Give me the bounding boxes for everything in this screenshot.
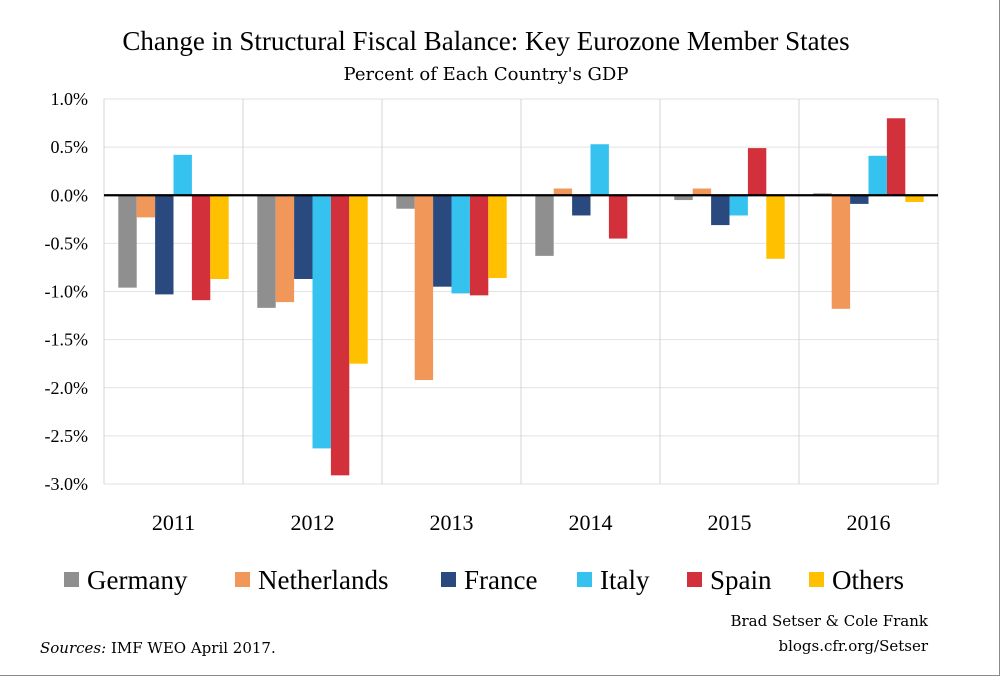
x-tick-label: 2012	[291, 510, 335, 535]
sources-text: IMF WEO April 2017.	[106, 639, 276, 657]
bar-netherlands-2011	[136, 195, 156, 218]
bar-germany-2012	[257, 195, 276, 308]
bar-others-2013	[488, 195, 507, 279]
legend-label-germany: Germany	[87, 565, 188, 595]
bar-spain-2013	[469, 195, 489, 296]
sources-note: Sources: IMF WEO April 2017.	[40, 639, 276, 657]
bar-germany-2011	[118, 195, 137, 288]
bar-netherlands-2016	[831, 195, 851, 309]
bar-others-2011	[210, 195, 229, 279]
gridlines	[103, 98, 939, 485]
y-tick-label: 0.5%	[51, 137, 89, 157]
x-tick-label: 2015	[708, 510, 752, 535]
y-tick-label: 0.0%	[51, 185, 89, 205]
x-tick-label: 2013	[430, 510, 474, 535]
bar-france-2012	[294, 195, 313, 279]
bar-germany-2013	[396, 195, 415, 209]
legend-label-spain: Spain	[710, 565, 772, 595]
legend-label-others: Others	[832, 565, 904, 595]
bar-france-2011	[155, 195, 174, 295]
y-tick-label: -1.0%	[45, 282, 89, 302]
legend-label-italy: Italy	[600, 565, 650, 595]
bar-others-2015	[766, 195, 785, 259]
bar-spain-2016	[886, 118, 906, 196]
y-axis: 1.0% 0.5% 0.0% -0.5% -1.0% -1.5% -2.0% -2.5% -3.…	[45, 89, 89, 494]
bar-group	[118, 118, 924, 476]
bar-italy-2014	[590, 144, 609, 196]
y-tick-label: -0.5%	[45, 233, 89, 253]
bar-netherlands-2015	[692, 188, 712, 196]
legend-swatch-germany	[64, 572, 79, 587]
bar-italy-2011	[173, 154, 192, 196]
legend-swatch-italy	[577, 572, 592, 587]
credits-site: blogs.cfr.org/Setser	[778, 637, 928, 655]
bar-italy-2013	[451, 195, 470, 294]
legend: Germany Netherlands France Italy Spain Others	[64, 565, 904, 595]
bar-others-2016	[905, 195, 924, 202]
y-tick-label: 1.0%	[51, 89, 89, 109]
chart-subtitle: Percent of Each Country's GDP	[344, 64, 629, 85]
legend-label-france: France	[464, 565, 537, 595]
bar-spain-2012	[330, 195, 350, 476]
bar-france-2016	[850, 195, 869, 204]
y-tick-label: -2.0%	[45, 378, 89, 398]
bar-france-2014	[572, 195, 591, 216]
bar-spain-2014	[608, 195, 628, 239]
bar-germany-2014	[535, 195, 554, 256]
chart-title: Change in Structural Fiscal Balance: Key…	[122, 26, 849, 56]
credits-authors: Brad Setser & Cole Frank	[730, 612, 928, 630]
bar-netherlands-2014	[553, 188, 573, 196]
bar-netherlands-2013	[414, 195, 434, 381]
sources-label: Sources:	[40, 639, 106, 657]
legend-swatch-others	[809, 572, 824, 587]
legend-swatch-france	[441, 572, 456, 587]
bar-spain-2011	[191, 195, 211, 301]
y-tick-label: -2.5%	[45, 426, 89, 446]
legend-swatch-spain	[687, 572, 702, 587]
bar-germany-2015	[674, 195, 693, 201]
bar-spain-2015	[747, 148, 767, 196]
bar-italy-2015	[729, 195, 748, 216]
x-axis: 2011 2012 2013 2014 2015 2016	[152, 510, 891, 535]
legend-swatch-netherlands	[235, 572, 250, 587]
y-tick-label: -1.5%	[45, 330, 89, 350]
bar-italy-2012	[312, 195, 331, 449]
x-tick-label: 2011	[152, 510, 195, 535]
bar-france-2013	[433, 195, 452, 287]
bar-france-2015	[711, 195, 730, 226]
bar-italy-2016	[868, 155, 887, 196]
y-tick-label: -3.0%	[45, 474, 89, 494]
x-tick-label: 2016	[847, 510, 891, 535]
bar-others-2012	[349, 195, 368, 364]
x-tick-label: 2014	[569, 510, 613, 535]
bar-netherlands-2012	[275, 195, 295, 303]
legend-label-netherlands: Netherlands	[258, 565, 388, 595]
